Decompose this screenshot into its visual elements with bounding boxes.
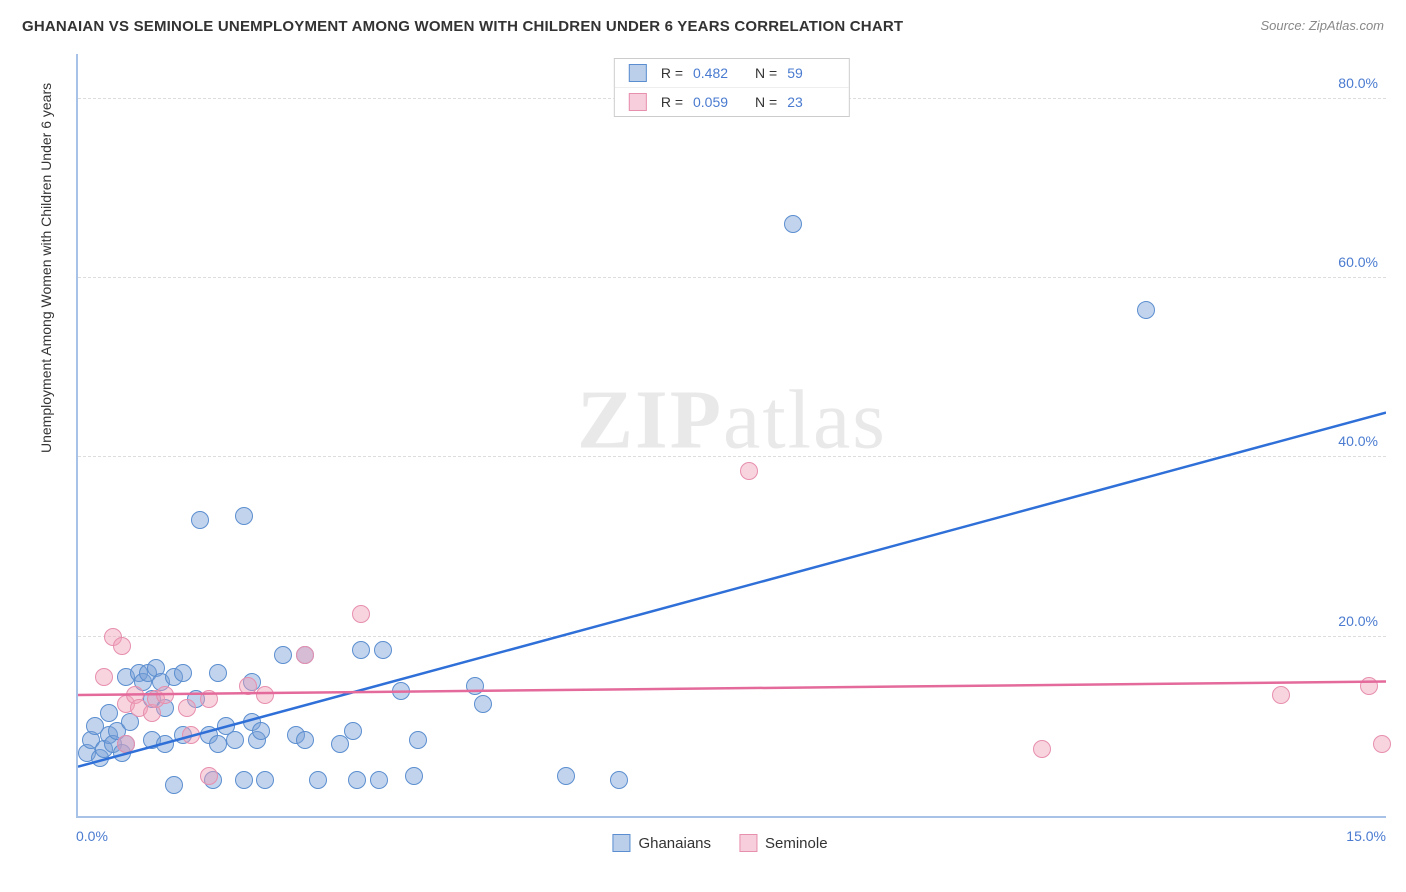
- data-point: [348, 771, 366, 789]
- data-point: [474, 695, 492, 713]
- grid-line: [78, 456, 1386, 457]
- y-tick-label: 40.0%: [1338, 433, 1378, 449]
- legend-label: Ghanaians: [638, 835, 711, 852]
- data-point: [256, 686, 274, 704]
- legend-item-seminole: Seminole: [739, 834, 828, 852]
- data-point: [309, 771, 327, 789]
- n-value: 23: [787, 94, 835, 110]
- data-point: [100, 704, 118, 722]
- data-point: [1272, 686, 1290, 704]
- data-point: [1033, 740, 1051, 758]
- y-axis-label: Unemployment Among Women with Children U…: [38, 83, 54, 453]
- data-point: [352, 605, 370, 623]
- stats-row-ghanaians: R = 0.482 N = 59: [615, 59, 849, 87]
- plot-area: ZIPatlas R = 0.482 N = 59 R = 0.059 N = …: [76, 54, 1386, 818]
- data-point: [331, 735, 349, 753]
- legend-label: Seminole: [765, 835, 828, 852]
- n-label: N =: [755, 94, 777, 110]
- data-point: [374, 641, 392, 659]
- data-point: [209, 735, 227, 753]
- data-point: [409, 731, 427, 749]
- data-point: [352, 641, 370, 659]
- data-point: [239, 677, 257, 695]
- watermark-zip: ZIP: [577, 373, 723, 466]
- swatch-blue-icon: [629, 64, 647, 82]
- watermark: ZIPatlas: [577, 371, 887, 468]
- x-tick-label: 0.0%: [76, 828, 108, 844]
- data-point: [235, 771, 253, 789]
- data-point: [296, 731, 314, 749]
- y-tick-label: 20.0%: [1338, 613, 1378, 629]
- n-label: N =: [755, 65, 777, 81]
- series-legend: Ghanaians Seminole: [612, 834, 827, 852]
- r-label: R =: [661, 94, 683, 110]
- data-point: [1137, 301, 1155, 319]
- data-point: [174, 664, 192, 682]
- data-point: [370, 771, 388, 789]
- data-point: [156, 735, 174, 753]
- legend-item-ghanaians: Ghanaians: [612, 834, 711, 852]
- data-point: [235, 507, 253, 525]
- data-point: [557, 767, 575, 785]
- data-point: [156, 686, 174, 704]
- chart-title: GHANAIAN VS SEMINOLE UNEMPLOYMENT AMONG …: [22, 18, 903, 35]
- swatch-blue-icon: [612, 834, 630, 852]
- data-point: [296, 646, 314, 664]
- data-point: [740, 462, 758, 480]
- data-point: [191, 511, 209, 529]
- data-point: [178, 699, 196, 717]
- data-point: [200, 767, 218, 785]
- swatch-pink-icon: [629, 93, 647, 111]
- y-tick-label: 80.0%: [1338, 75, 1378, 91]
- data-point: [200, 690, 218, 708]
- data-point: [165, 776, 183, 794]
- r-label: R =: [661, 65, 683, 81]
- data-point: [405, 767, 423, 785]
- data-point: [1360, 677, 1378, 695]
- chart-area: Unemployment Among Women with Children U…: [44, 54, 1396, 852]
- stats-row-seminole: R = 0.059 N = 23: [615, 87, 849, 116]
- trend-lines: [78, 54, 1386, 816]
- n-value: 59: [787, 65, 835, 81]
- chart-header: GHANAIAN VS SEMINOLE UNEMPLOYMENT AMONG …: [0, 0, 1406, 41]
- data-point: [392, 682, 410, 700]
- r-value: 0.482: [693, 65, 741, 81]
- y-tick-label: 60.0%: [1338, 254, 1378, 270]
- data-point: [117, 735, 135, 753]
- data-point: [252, 722, 270, 740]
- chart-source: Source: ZipAtlas.com: [1260, 18, 1384, 33]
- watermark-atlas: atlas: [723, 373, 887, 466]
- trend-line: [78, 413, 1386, 767]
- data-point: [182, 726, 200, 744]
- r-value: 0.059: [693, 94, 741, 110]
- data-point: [209, 664, 227, 682]
- swatch-pink-icon: [739, 834, 757, 852]
- grid-line: [78, 277, 1386, 278]
- data-point: [226, 731, 244, 749]
- stats-legend: R = 0.482 N = 59 R = 0.059 N = 23: [614, 58, 850, 117]
- grid-line: [78, 636, 1386, 637]
- data-point: [1373, 735, 1391, 753]
- data-point: [610, 771, 628, 789]
- data-point: [256, 771, 274, 789]
- data-point: [113, 637, 131, 655]
- data-point: [95, 668, 113, 686]
- data-point: [784, 215, 802, 233]
- data-point: [274, 646, 292, 664]
- data-point: [344, 722, 362, 740]
- x-tick-label: 15.0%: [1346, 828, 1386, 844]
- data-point: [466, 677, 484, 695]
